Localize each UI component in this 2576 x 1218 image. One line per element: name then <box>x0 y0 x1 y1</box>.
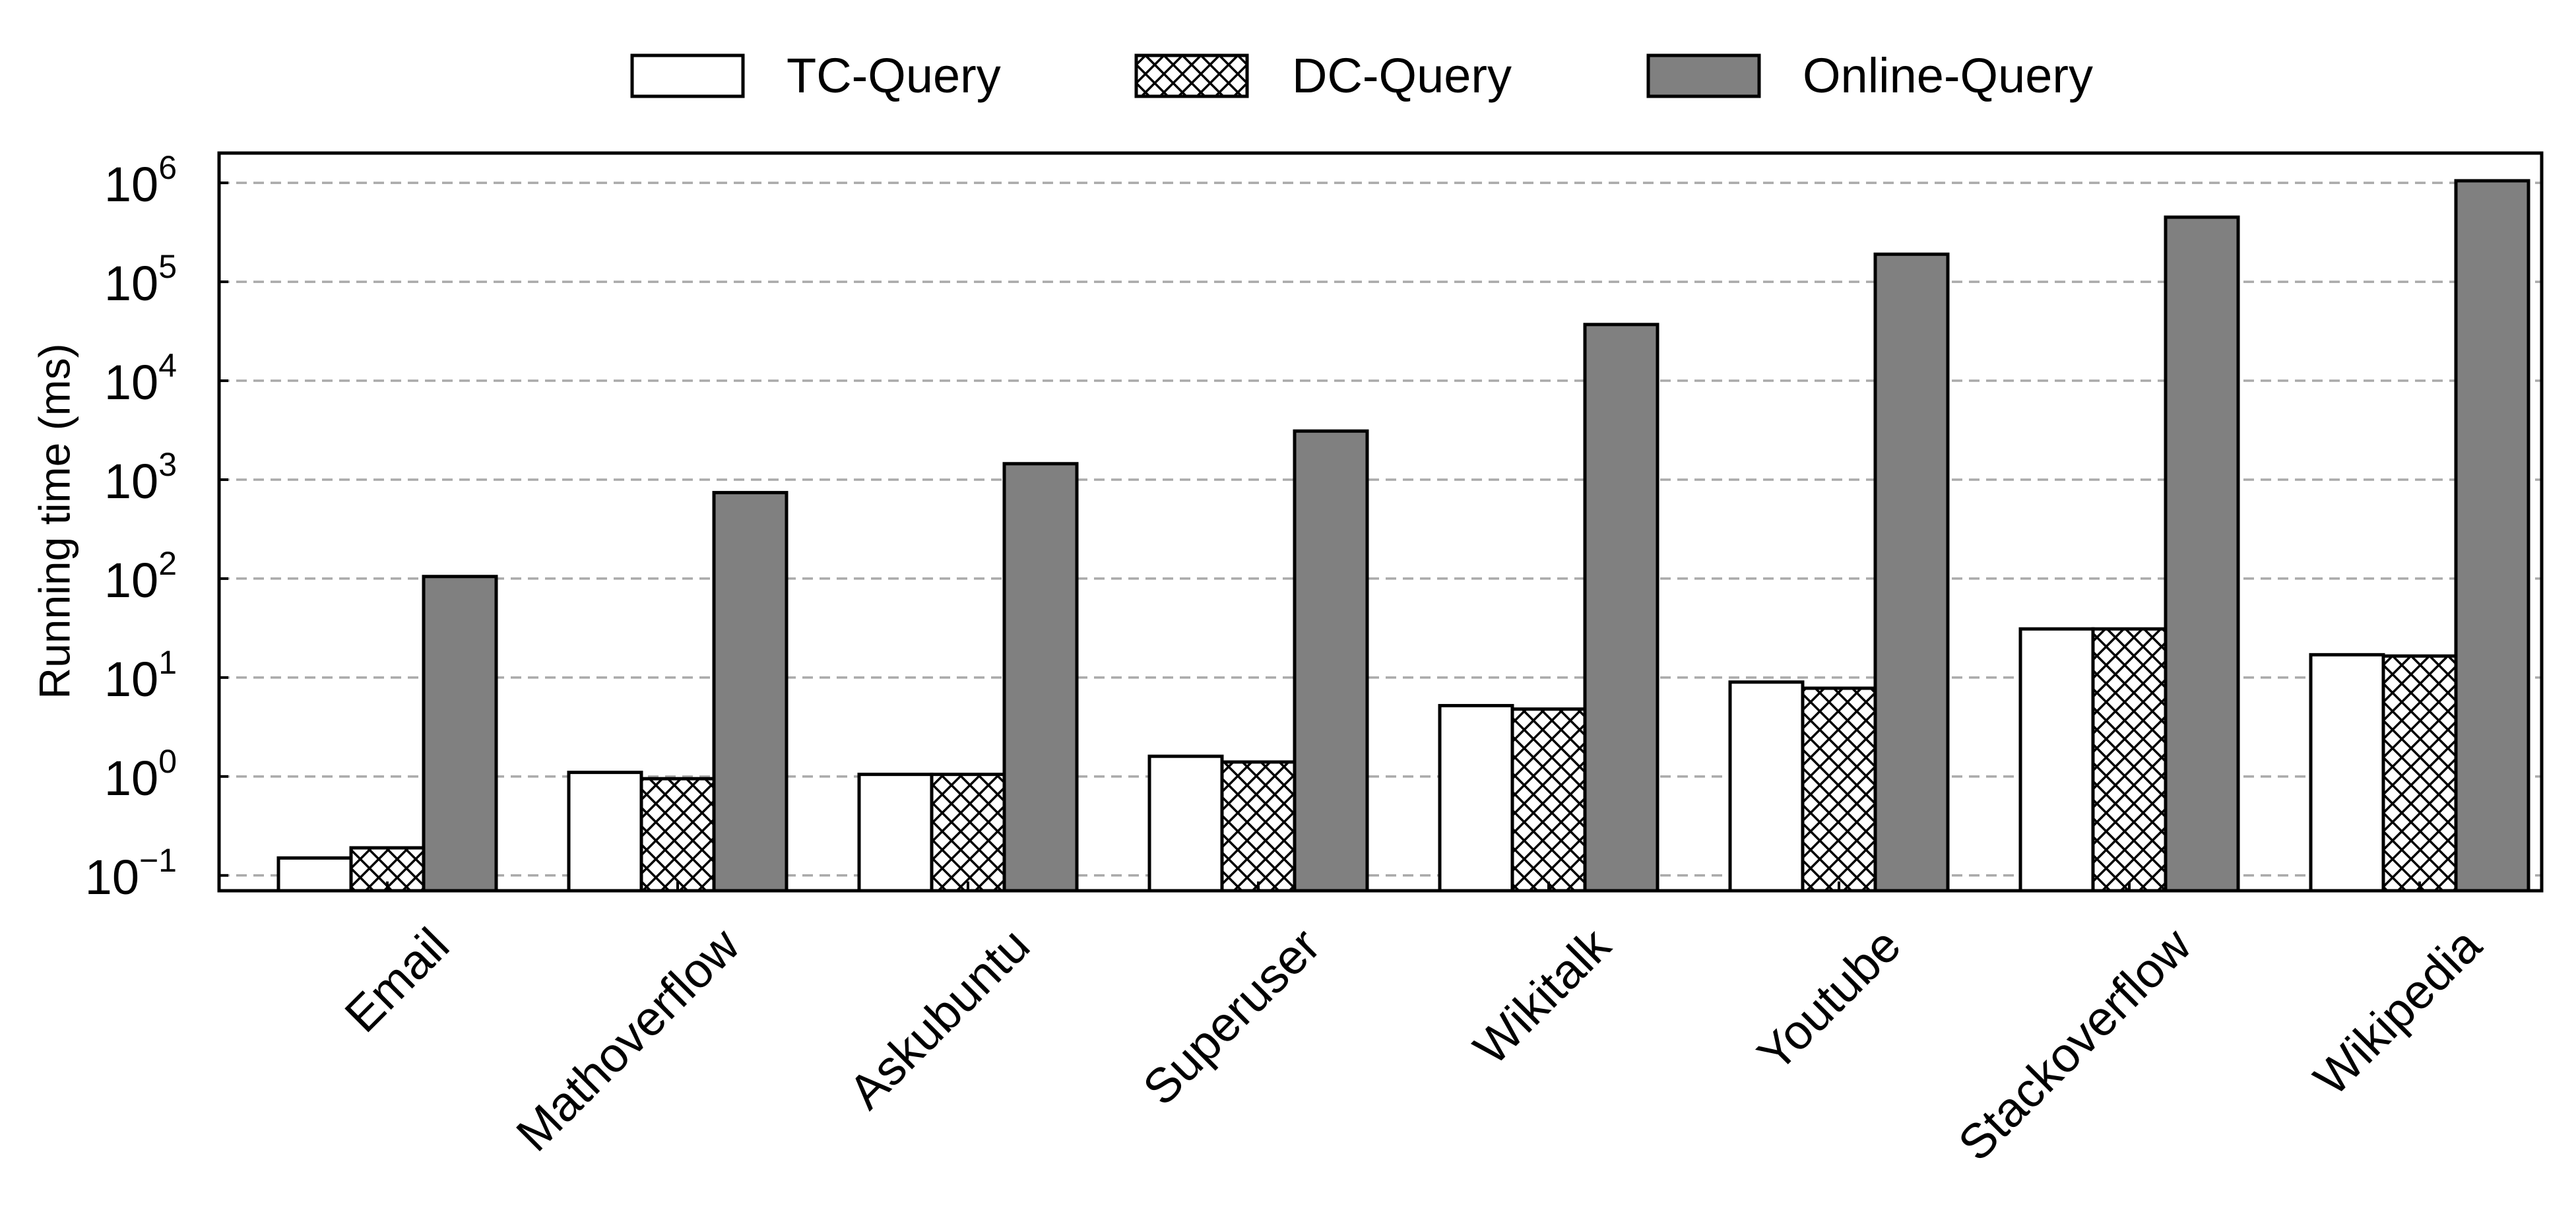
bar-tc-query-superuser <box>1147 754 1224 893</box>
bar-online-query-youtube <box>1873 252 1950 893</box>
y-tick-label: 103 <box>104 446 177 509</box>
bar-dc-query-wikitalk <box>1510 707 1587 893</box>
legend-swatch-dc-query <box>1134 53 1249 98</box>
y-tick-label: 101 <box>104 644 177 707</box>
x-tick-label: Stackoverflow <box>1948 917 2202 1171</box>
x-tick-label: Email <box>335 918 460 1043</box>
bar-dc-query-superuser <box>1220 760 1297 893</box>
bar-tc-query-email <box>276 856 353 893</box>
bar-tc-query-youtube <box>1728 680 1805 893</box>
legend-label-dc-query: DC-Query <box>1292 48 1512 103</box>
bar-dc-query-stackoverflow <box>2091 627 2168 893</box>
legend-swatch-online-query <box>1646 53 1761 98</box>
bar-tc-query-askubuntu <box>857 773 934 893</box>
legend-swatch-tc-query <box>630 53 745 98</box>
y-tick-label: 106 <box>104 149 177 212</box>
y-tick-label: 10−1 <box>85 842 177 905</box>
y-tick-label: 102 <box>104 545 177 608</box>
y-axis-label: Running time (ms) <box>30 343 79 699</box>
x-tick-label: Askubuntu <box>838 918 1040 1120</box>
legend-label-tc-query: TC-Query <box>787 48 1001 103</box>
x-tick-label: Mathoverflow <box>505 917 750 1161</box>
bar-dc-query-youtube <box>1801 686 1877 893</box>
bar-online-query-wikitalk <box>1583 323 1659 893</box>
bar-tc-query-mathoverflow <box>567 771 643 893</box>
bar-online-query-mathoverflow <box>712 491 789 893</box>
bar-online-query-askubuntu <box>1002 462 1079 893</box>
y-tick-label: 105 <box>104 248 177 311</box>
plot-frame <box>217 151 2544 893</box>
x-tick-label: Superuser <box>1132 918 1330 1116</box>
x-ticks: Email Mathoverflow Askubuntu Superuser Wikit… <box>335 881 2492 1171</box>
y-tick-label: 104 <box>104 347 177 410</box>
axes <box>217 151 2544 893</box>
x-tick-label: Youtube <box>1747 918 1911 1082</box>
bar-online-query-superuser <box>1293 429 1369 893</box>
bar-tc-query-wikipedia <box>2309 653 2385 893</box>
x-tick-label: Wikitalk <box>1463 917 1621 1075</box>
legend: TC-Query DC-Query Online-Query <box>630 48 2093 103</box>
y-tick-label: 100 <box>104 743 177 806</box>
legend-label-online-query: Online-Query <box>1803 48 2093 103</box>
bar-dc-query-askubuntu <box>930 773 1006 893</box>
y-ticks: 10−1 100 101 102 103 104 105 106 <box>85 149 228 905</box>
bar-tc-query-wikitalk <box>1438 703 1514 893</box>
bar-dc-query-mathoverflow <box>639 777 716 893</box>
bars <box>276 179 2530 893</box>
x-tick-label: Wikipedia <box>2303 917 2492 1106</box>
bar-online-query-wikipedia <box>2454 179 2530 893</box>
bar-dc-query-wikipedia <box>2381 654 2458 893</box>
bar-online-query-email <box>422 575 498 893</box>
bar-online-query-stackoverflow <box>2164 215 2240 893</box>
bar-tc-query-stackoverflow <box>2018 627 2095 893</box>
